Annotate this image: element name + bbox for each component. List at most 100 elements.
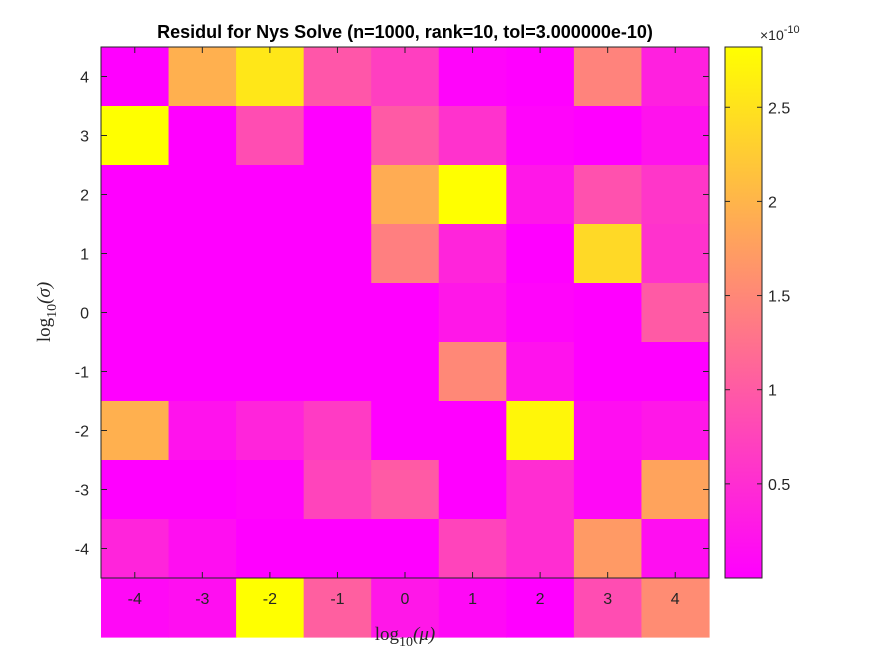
x-tick-label: 3 bbox=[603, 591, 612, 608]
heatmap-cell bbox=[236, 401, 305, 461]
y-axis-label-sub: 10 bbox=[45, 304, 60, 318]
heatmap-cell bbox=[573, 106, 643, 166]
heatmap-cell bbox=[438, 342, 507, 402]
heatmap-cell bbox=[101, 106, 170, 166]
heatmap-cell bbox=[438, 401, 507, 461]
heatmap-cell bbox=[506, 283, 575, 343]
colorbar-tick-label: 1.5 bbox=[768, 289, 790, 306]
heatmap-cell bbox=[573, 47, 643, 107]
heatmap-cell bbox=[236, 578, 305, 638]
heatmap-cell bbox=[236, 519, 305, 579]
heatmap-cell bbox=[101, 342, 170, 402]
heatmap-cell bbox=[236, 224, 305, 284]
heatmap-cell bbox=[168, 578, 237, 638]
x-tick-label: 0 bbox=[401, 591, 410, 608]
heatmap-cell bbox=[303, 47, 372, 107]
y-tick-label: 3 bbox=[80, 129, 89, 146]
heatmap-cell bbox=[236, 460, 305, 520]
heatmap-cell bbox=[506, 578, 575, 638]
heatmap-cell bbox=[303, 578, 372, 638]
heatmap-cell bbox=[438, 47, 507, 107]
colorbar-exponent: ×10-10 bbox=[760, 24, 800, 43]
x-tick-label: 1 bbox=[468, 591, 477, 608]
heatmap-cell bbox=[641, 401, 710, 461]
y-axis-label: log10(σ) bbox=[34, 282, 60, 342]
heatmap-cell bbox=[303, 165, 372, 225]
heatmap-cell bbox=[168, 224, 237, 284]
heatmap-cell bbox=[371, 283, 440, 343]
colorbar-tick-label: 1 bbox=[768, 383, 777, 400]
heatmap-cell bbox=[371, 47, 440, 107]
heatmap-cell bbox=[506, 47, 575, 107]
x-tick-label: 2 bbox=[536, 591, 545, 608]
x-axis-label-arg: (μ) bbox=[413, 624, 435, 645]
heatmap-cell bbox=[641, 47, 710, 107]
x-tick-label: -3 bbox=[195, 591, 209, 608]
heatmap-cell bbox=[371, 578, 440, 638]
heatmap-cell bbox=[168, 106, 237, 166]
y-tick-label: 1 bbox=[80, 247, 89, 264]
heatmap-cell bbox=[101, 224, 170, 284]
heatmap-cell bbox=[303, 224, 372, 284]
heatmap-cell bbox=[506, 519, 575, 579]
heatmap-cell bbox=[438, 460, 507, 520]
y-tick-label: 2 bbox=[80, 188, 89, 205]
heatmap-cell bbox=[573, 578, 643, 638]
heatmap-cell bbox=[438, 224, 507, 284]
y-tick-label: 0 bbox=[80, 306, 89, 323]
heatmap-cell bbox=[101, 47, 170, 107]
heatmap-cell bbox=[236, 283, 305, 343]
colorbar-tick-label: 2 bbox=[768, 194, 777, 211]
heatmap-cell bbox=[641, 578, 710, 638]
colorbar bbox=[724, 46, 763, 579]
chart-title: Residul for Nys Solve (n=1000, rank=10, … bbox=[157, 22, 653, 42]
heatmap-cell bbox=[506, 460, 575, 520]
colorbar-tick-label: 2.5 bbox=[768, 100, 790, 117]
colorbar-tick-label: 0.5 bbox=[768, 477, 790, 494]
heatmap-cell bbox=[506, 401, 575, 461]
heatmap-cell bbox=[438, 578, 507, 638]
x-tick-label: 4 bbox=[671, 591, 680, 608]
heatmap-cell bbox=[573, 165, 643, 225]
heatmap-cell bbox=[303, 519, 372, 579]
heatmap-cell bbox=[641, 460, 710, 520]
heatmap-cell bbox=[506, 224, 575, 284]
heatmap-cell bbox=[506, 106, 575, 166]
heatmap-cell bbox=[303, 283, 372, 343]
heatmap-cell bbox=[168, 519, 237, 579]
heatmap-cell bbox=[236, 106, 305, 166]
heatmap-cell bbox=[438, 519, 507, 579]
heatmap-cell bbox=[168, 460, 237, 520]
heatmap-cell bbox=[236, 47, 305, 107]
y-axis: 4 3 2 1 0 -1 -2 -3 -4 bbox=[75, 70, 709, 559]
heatmap-cell bbox=[168, 47, 237, 107]
heatmap-cell bbox=[438, 165, 507, 225]
heatmap-cell bbox=[371, 401, 440, 461]
heatmap-cell bbox=[438, 283, 507, 343]
heatmap-cell bbox=[641, 224, 710, 284]
heatmap-cell bbox=[573, 283, 643, 343]
heatmap-cell bbox=[371, 519, 440, 579]
colorbar-exponent-base: ×10 bbox=[760, 27, 784, 43]
heatmap-cell bbox=[371, 460, 440, 520]
y-tick-label: -1 bbox=[75, 365, 89, 382]
y-tick-label: -3 bbox=[75, 483, 89, 500]
heatmap-cell bbox=[641, 519, 710, 579]
heatmap-cell bbox=[438, 106, 507, 166]
heatmap-cell bbox=[371, 224, 440, 284]
x-axis-label: log10(μ) bbox=[375, 624, 435, 650]
heatmap-cells bbox=[101, 47, 710, 638]
y-axis-label-base: log bbox=[34, 317, 55, 342]
y-tick-label: -2 bbox=[75, 424, 89, 441]
heatmap-cell bbox=[303, 106, 372, 166]
y-tick-label: -4 bbox=[75, 542, 89, 559]
heatmap-cell bbox=[573, 460, 643, 520]
heatmap-cell bbox=[506, 342, 575, 402]
heatmap-cell bbox=[573, 342, 643, 402]
x-axis-label-sub: 10 bbox=[399, 635, 413, 650]
heatmap-cell bbox=[303, 401, 372, 461]
heatmap-cell bbox=[168, 283, 237, 343]
heatmap-cell bbox=[101, 165, 170, 225]
y-axis-label-arg: (σ) bbox=[34, 282, 55, 304]
heatmap-cell bbox=[236, 342, 305, 402]
